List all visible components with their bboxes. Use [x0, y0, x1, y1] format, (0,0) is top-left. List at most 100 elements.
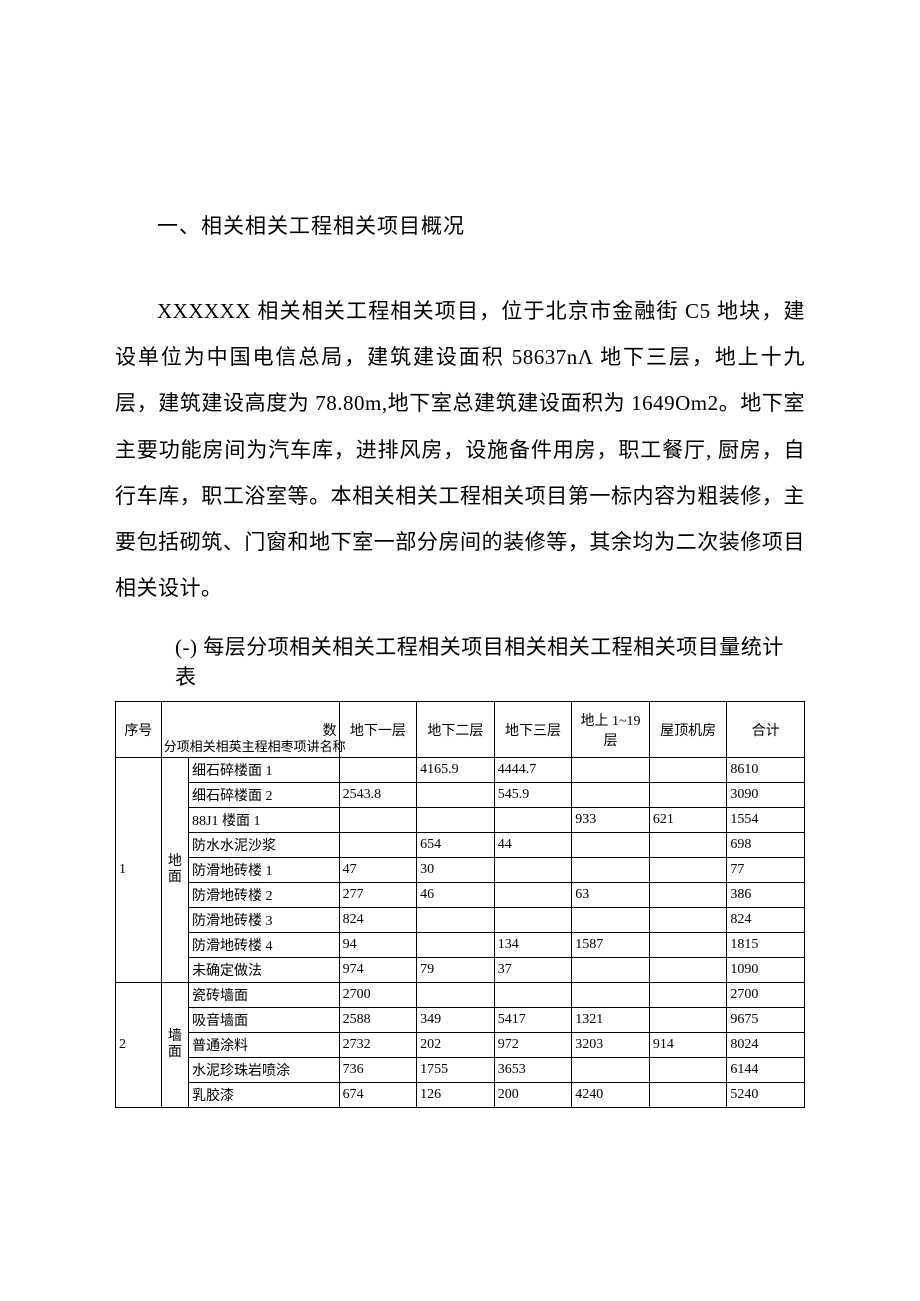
- cell-value: [339, 833, 417, 858]
- cell-item-name: 防滑地砖楼 3: [189, 908, 340, 933]
- table-row: 乳胶漆6741262004240 5240: [116, 1083, 805, 1108]
- cell-value: [649, 958, 727, 983]
- cell-value: [649, 933, 727, 958]
- cell-value: 1815: [727, 933, 805, 958]
- cell-value: 200: [494, 1083, 572, 1108]
- cell-value: 3653: [494, 1058, 572, 1083]
- cell-value: 1321: [572, 1008, 650, 1033]
- cell-item-name: 88J1 楼面 1: [189, 808, 340, 833]
- cell-value: 2700: [727, 983, 805, 1008]
- cell-value: [649, 908, 727, 933]
- cell-value: [572, 958, 650, 983]
- subsection-title: (-) 每层分项相关相关工程相关项目相关相关工程相关项目量统计表: [175, 631, 805, 691]
- cell-value: [494, 858, 572, 883]
- table-row: 防滑地砖楼 3824824: [116, 908, 805, 933]
- table-row: 吸音墙面2588349541713219675: [116, 1008, 805, 1033]
- cell-value: [649, 833, 727, 858]
- cell-item-name: 乳胶漆: [189, 1083, 340, 1108]
- cell-value: 94: [339, 933, 417, 958]
- cell-category: 地面: [161, 758, 188, 983]
- cell-value: [494, 883, 572, 908]
- cell-value: 4444.7: [494, 758, 572, 783]
- cell-seq: 2: [116, 983, 162, 1108]
- cell-value: 1090: [727, 958, 805, 983]
- cell-item-name: 普通涂料: [189, 1033, 340, 1058]
- cell-value: [649, 1008, 727, 1033]
- cell-value: 1755: [417, 1058, 495, 1083]
- cell-value: 1587: [572, 933, 650, 958]
- cell-value: [572, 783, 650, 808]
- table-row: 88J1 楼面 19336211554: [116, 808, 805, 833]
- header-subitem: 数 分项相关相英主程相枣项讲名称: [161, 702, 339, 758]
- cell-value: 9675: [727, 1008, 805, 1033]
- cell-value: 202: [417, 1033, 495, 1058]
- cell-value: 134: [494, 933, 572, 958]
- table-row: 细石碎楼面 22543.8545.93090: [116, 783, 805, 808]
- cell-value: 44: [494, 833, 572, 858]
- cell-value: [649, 858, 727, 883]
- table-header-row: 序号 数 分项相关相英主程相枣项讲名称 地下一层 地下二层 地下三层 地上 1~…: [116, 702, 805, 758]
- cell-value: [572, 833, 650, 858]
- cell-value: [572, 1058, 650, 1083]
- cell-value: 972: [494, 1033, 572, 1058]
- table-row: 防水水泥沙浆65444698: [116, 833, 805, 858]
- header-c3: 地下三层: [494, 702, 572, 758]
- table-row: 未确定做法97479371090: [116, 958, 805, 983]
- cell-value: 46: [417, 883, 495, 908]
- cell-value: 621: [649, 808, 727, 833]
- cell-item-name: 瓷砖墙面: [189, 983, 340, 1008]
- cell-value: [339, 758, 417, 783]
- cell-value: 824: [727, 908, 805, 933]
- table-row: 防滑地砖楼 494 1341587 1815: [116, 933, 805, 958]
- cell-value: 974: [339, 958, 417, 983]
- cell-value: [572, 908, 650, 933]
- header-c4: 地上 1~19 层: [572, 702, 650, 758]
- header-c1: 地下一层: [339, 702, 417, 758]
- cell-value: [572, 858, 650, 883]
- cell-value: [649, 883, 727, 908]
- cell-value: 824: [339, 908, 417, 933]
- table-row: 水泥珍珠岩喷涂736175536536144: [116, 1058, 805, 1083]
- cell-value: 914: [649, 1033, 727, 1058]
- cell-value: [649, 983, 727, 1008]
- cell-value: 674: [339, 1083, 417, 1108]
- cell-value: 126: [417, 1083, 495, 1108]
- cell-value: 5240: [727, 1083, 805, 1108]
- cell-value: 2588: [339, 1008, 417, 1033]
- cell-value: 30: [417, 858, 495, 883]
- cell-value: 3203: [572, 1033, 650, 1058]
- cell-value: 2732: [339, 1033, 417, 1058]
- cell-item-name: 细石碎楼面 1: [189, 758, 340, 783]
- cell-item-name: 未确定做法: [189, 958, 340, 983]
- section-title: 一、相关相关工程相关项目概况: [157, 210, 805, 240]
- cell-value: 37: [494, 958, 572, 983]
- cell-value: 4240: [572, 1083, 650, 1108]
- cell-value: 8024: [727, 1033, 805, 1058]
- cell-value: 4165.9: [417, 758, 495, 783]
- cell-value: [339, 808, 417, 833]
- cell-item-name: 细石碎楼面 2: [189, 783, 340, 808]
- cell-value: [649, 783, 727, 808]
- cell-value: [494, 983, 572, 1008]
- cell-item-name: 吸音墙面: [189, 1008, 340, 1033]
- header-c5: 屋顶机房: [649, 702, 727, 758]
- cell-value: [649, 1083, 727, 1108]
- cell-value: 933: [572, 808, 650, 833]
- table-row: 防滑地砖楼 1473077: [116, 858, 805, 883]
- cell-value: 6144: [727, 1058, 805, 1083]
- cell-value: [649, 758, 727, 783]
- cell-value: [417, 983, 495, 1008]
- cell-value: [649, 1058, 727, 1083]
- cell-value: 277: [339, 883, 417, 908]
- cell-value: 2700: [339, 983, 417, 1008]
- header-c2: 地下二层: [417, 702, 495, 758]
- cell-value: [417, 908, 495, 933]
- cell-value: 63: [572, 883, 650, 908]
- table-row: 防滑地砖楼 22774663386: [116, 883, 805, 908]
- quantity-table: 序号 数 分项相关相英主程相枣项讲名称 地下一层 地下二层 地下三层 地上 1~…: [115, 701, 805, 1108]
- cell-value: 698: [727, 833, 805, 858]
- cell-seq: 1: [116, 758, 162, 983]
- cell-value: [572, 758, 650, 783]
- cell-item-name: 防滑地砖楼 1: [189, 858, 340, 883]
- cell-item-name: 防滑地砖楼 4: [189, 933, 340, 958]
